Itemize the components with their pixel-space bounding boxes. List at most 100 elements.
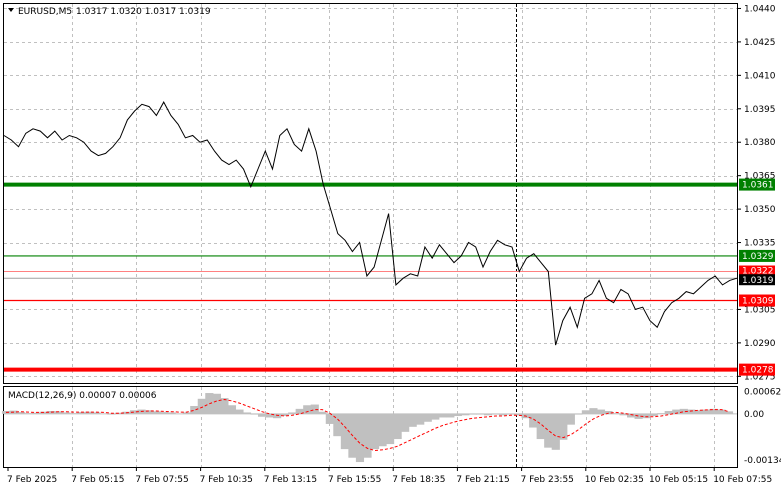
macd-bar [679, 408, 688, 414]
macd-bar [529, 413, 538, 428]
time-axis-label: 7 Feb 2025 [7, 475, 57, 485]
level-badge-label: 1.0329 [742, 252, 774, 262]
macd-label: MACD(12,26,9) 0.00007 0.00006 [8, 391, 157, 401]
ohlc-label: 1.0317 1.0320 1.0317 1.0319 [76, 7, 211, 17]
macd-bar [16, 412, 26, 414]
macd-axis-label: 0.00062 [744, 388, 781, 398]
macd-axis: 0.00062 0.00 -0.00134 [744, 388, 781, 466]
macd-bar [408, 413, 417, 427]
price-axis[interactable]: 1.04401.04251.04101.03951.03801.03651.03… [737, 4, 776, 382]
macd-bar [664, 411, 673, 414]
macd-bar [114, 412, 124, 414]
macd-bar [84, 411, 93, 414]
price-axis-label: 1.0335 [744, 239, 776, 249]
macd-bar [514, 413, 523, 416]
macd-grid [72, 387, 715, 467]
macd-bar [257, 413, 267, 417]
price-axis-label: 1.0290 [744, 339, 776, 349]
time-axis-label: 10 Feb 05:15 [649, 475, 708, 485]
macd-bar [280, 413, 289, 417]
price-line [3, 101, 738, 346]
price-axis-label: 1.0275 [744, 372, 776, 382]
macd-bar [393, 413, 402, 440]
macd-bar [242, 412, 252, 414]
time-axis-label: 7 Feb 15:55 [328, 475, 381, 485]
macd-bar [453, 413, 462, 417]
macd-bar [581, 410, 590, 414]
time-axis-label: 10 Feb 07:55 [713, 475, 772, 485]
macd-bar [265, 413, 274, 418]
macd-bar [288, 412, 297, 414]
time-axis-label: 7 Feb 21:15 [456, 475, 509, 485]
macd-bar [212, 393, 221, 414]
macd-bar [589, 408, 598, 414]
macd-bar [54, 411, 63, 414]
macd-bar [363, 413, 372, 458]
macd-bar [370, 413, 380, 450]
time-axis-label: 7 Feb 07:55 [135, 475, 188, 485]
time-axis[interactable]: 7 Feb 2025 7 Feb 05:15 7 Feb 07:55 7 Feb 10… [7, 467, 772, 485]
price-axis-label: 1.0305 [744, 305, 776, 315]
macd-bar [160, 412, 169, 414]
macd-bar [318, 411, 327, 414]
macd-bar [152, 411, 161, 414]
level-badge [739, 178, 775, 191]
ask-badge [739, 265, 775, 276]
level-badge [739, 294, 775, 307]
macd-bar [145, 410, 154, 414]
macd-bar [1, 411, 11, 414]
macd-bar [642, 413, 651, 419]
price-axis-label: 1.0425 [744, 38, 776, 48]
macd-bar [197, 398, 206, 414]
macd-bar [694, 410, 703, 414]
macd-axis-label: -0.00134 [744, 456, 781, 466]
price-axis-label: 1.0410 [744, 71, 776, 81]
ask-badge-label: 1.0322 [742, 267, 774, 277]
macd-bar [355, 413, 365, 463]
macd-bar [333, 413, 342, 437]
macd-bar [303, 405, 312, 414]
macd-bar [378, 413, 387, 447]
macd-bar [544, 413, 553, 448]
symbol-label: EURUSD,M5 [18, 7, 72, 17]
dropdown-triangle-icon[interactable] [8, 8, 14, 12]
macd-bar [717, 409, 726, 414]
macd-bar [649, 413, 658, 417]
level-badge-label: 1.0309 [742, 297, 774, 307]
bid-badge [739, 274, 775, 286]
level-badge [739, 249, 775, 262]
macd-bar [423, 413, 432, 422]
macd-bar [386, 413, 395, 445]
macd-bar [190, 405, 199, 414]
time-axis-label: 7 Feb 23:55 [521, 475, 574, 485]
time-axis-label: 7 Feb 13:15 [264, 475, 317, 485]
price-axis-label: 1.0350 [744, 205, 776, 215]
level-badge [739, 363, 775, 376]
macd-bar [227, 405, 237, 414]
macd-bar [446, 413, 455, 418]
macd-bar [167, 412, 176, 414]
macd-bar [182, 412, 191, 414]
macd-bar [220, 398, 229, 414]
macd-bar [416, 413, 425, 425]
macd-bar [129, 410, 139, 414]
bid-badge-label: 1.0319 [742, 276, 774, 286]
macd-bar [702, 409, 711, 414]
macd-bar [566, 413, 575, 425]
macd-bar [619, 413, 628, 416]
price-axis-label: 1.0380 [744, 138, 776, 148]
macd-bar [536, 413, 545, 440]
macd-bar [672, 409, 681, 414]
macd-bar [235, 409, 244, 414]
price-grid [4, 4, 737, 383]
macd-bar [62, 412, 71, 414]
macd-bar [273, 413, 282, 419]
macd-bar [634, 413, 643, 419]
macd-bar [438, 413, 447, 418]
macd-bar [596, 409, 606, 414]
price-axis-label: 1.0365 [744, 172, 776, 182]
macd-bar [325, 413, 334, 424]
macd-bar [92, 412, 101, 414]
